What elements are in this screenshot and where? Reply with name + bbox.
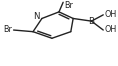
Text: OH: OH [104, 25, 117, 34]
Text: N: N [34, 12, 40, 21]
Text: OH: OH [104, 10, 117, 19]
Text: B: B [88, 17, 94, 26]
Text: Br: Br [64, 1, 73, 10]
Text: Br: Br [4, 25, 12, 34]
